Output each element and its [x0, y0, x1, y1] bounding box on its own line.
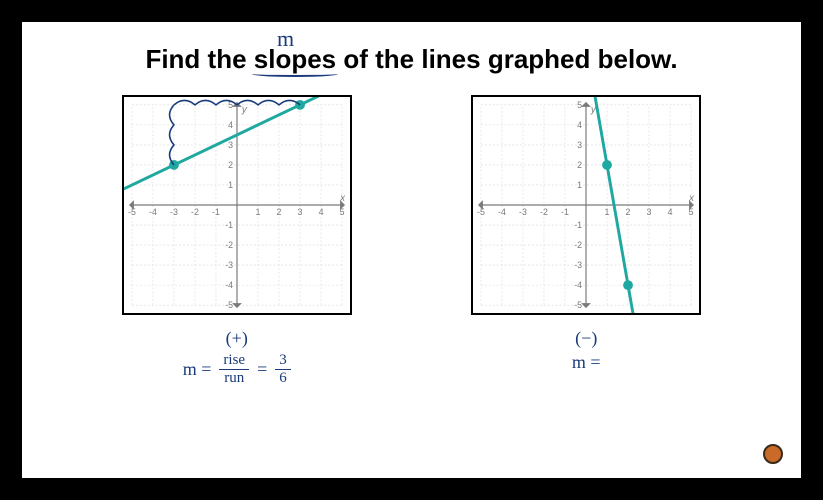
charts-row: -5 -5 -4 -4 -3 -3 -2 -2 -1 -1 1 1 2 2 3 3 4 4 5 5 x y (+) m =…	[62, 95, 761, 386]
chart-2-svg: -5-5-4-4-3-3-2-2-1-11122334455xy	[473, 97, 699, 313]
svg-text:-2: -2	[191, 207, 199, 217]
record-indicator-icon	[763, 444, 783, 464]
svg-text:4: 4	[668, 207, 673, 217]
result-num: 3	[275, 352, 291, 370]
chart-1-column: -5-5-4-4-3-3-2-2-1-11122334455xy (+) m =…	[122, 95, 352, 386]
svg-text:1: 1	[228, 180, 233, 190]
rise-label: rise	[219, 352, 249, 370]
svg-text:-2: -2	[225, 240, 233, 250]
svg-text:x: x	[339, 193, 346, 204]
svg-text:5: 5	[689, 207, 694, 217]
formula-lhs: m =	[183, 359, 212, 380]
svg-text:2: 2	[577, 160, 582, 170]
svg-text:5: 5	[577, 100, 582, 110]
svg-text:-4: -4	[149, 207, 157, 217]
svg-text:-1: -1	[574, 220, 582, 230]
title-row: m Find the slopes of the lines graphed b…	[62, 44, 761, 75]
svg-text:-3: -3	[225, 260, 233, 270]
equals: =	[257, 359, 267, 380]
slide: m Find the slopes of the lines graphed b…	[22, 22, 801, 478]
svg-text:-5: -5	[477, 207, 485, 217]
chart-2-formula: m =	[572, 352, 601, 373]
chart-2-sign: (−)	[471, 325, 701, 352]
run-label: run	[220, 370, 248, 387]
svg-text:2: 2	[276, 207, 281, 217]
svg-text:1: 1	[255, 207, 260, 217]
title-underlined: slopes	[254, 44, 336, 74]
svg-text:y: y	[241, 105, 248, 116]
chart-1-svg: -5-5-4-4-3-3-2-2-1-11122334455xy	[124, 97, 350, 313]
svg-text:3: 3	[647, 207, 652, 217]
result-fraction: 3 6	[275, 352, 291, 386]
svg-text:-1: -1	[212, 207, 220, 217]
svg-text:4: 4	[577, 120, 582, 130]
svg-text:-5: -5	[128, 207, 136, 217]
svg-text:-2: -2	[574, 240, 582, 250]
svg-text:-3: -3	[519, 207, 527, 217]
svg-text:-3: -3	[170, 207, 178, 217]
svg-text:4: 4	[228, 120, 233, 130]
svg-text:-1: -1	[225, 220, 233, 230]
title-prefix: Find the	[145, 44, 253, 74]
svg-text:-2: -2	[540, 207, 548, 217]
svg-text:-1: -1	[561, 207, 569, 217]
svg-text:4: 4	[318, 207, 323, 217]
page-title: Find the slopes of the lines graphed bel…	[145, 44, 677, 75]
svg-text:x: x	[688, 193, 695, 204]
svg-text:-5: -5	[574, 300, 582, 310]
svg-text:2: 2	[228, 160, 233, 170]
svg-text:-4: -4	[225, 280, 233, 290]
chart-1: -5-5-4-4-3-3-2-2-1-11122334455xy	[122, 95, 352, 315]
chart-2: -5-5-4-4-3-3-2-2-1-11122334455xy	[471, 95, 701, 315]
formula-lhs-2: m =	[572, 352, 601, 373]
svg-text:-4: -4	[498, 207, 506, 217]
svg-text:3: 3	[297, 207, 302, 217]
result-den: 6	[275, 370, 291, 387]
svg-text:5: 5	[339, 207, 344, 217]
svg-text:1: 1	[605, 207, 610, 217]
chart-2-column: -5-5-4-4-3-3-2-2-1-11122334455xy (−) m =	[471, 95, 701, 386]
chart-1-sign: (+)	[122, 325, 352, 352]
svg-text:-3: -3	[574, 260, 582, 270]
svg-text:2: 2	[626, 207, 631, 217]
svg-text:1: 1	[577, 180, 582, 190]
rise-over-run: rise run	[219, 352, 249, 386]
svg-text:3: 3	[228, 140, 233, 150]
svg-text:3: 3	[577, 140, 582, 150]
chart-1-formula: m = rise run = 3 6	[183, 352, 291, 386]
title-suffix: of the lines graphed below.	[336, 44, 677, 74]
svg-text:-4: -4	[574, 280, 582, 290]
svg-text:-5: -5	[225, 300, 233, 310]
